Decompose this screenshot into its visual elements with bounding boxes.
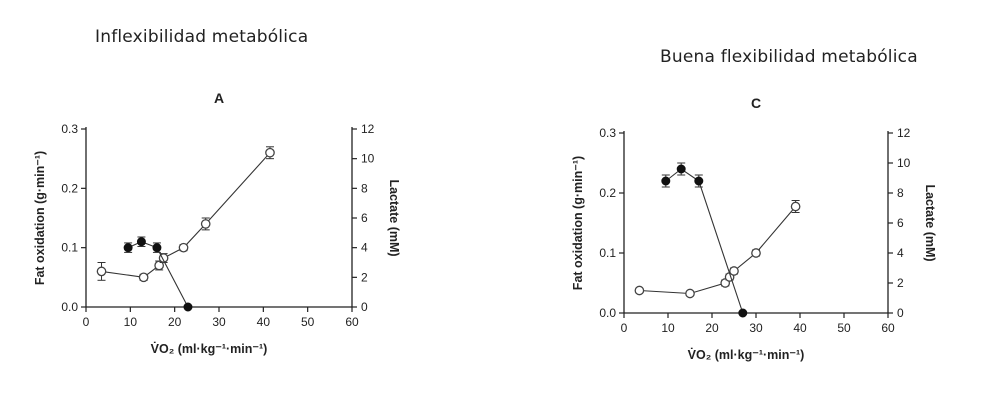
y-axis-label-left: Fat oxidation (g·min⁻¹) bbox=[33, 151, 47, 285]
lactate-point bbox=[634, 285, 645, 296]
y-tick-label-right: 4 bbox=[361, 241, 368, 255]
y-tick-label-left: 0.3 bbox=[599, 126, 616, 140]
lactate-point bbox=[685, 288, 695, 299]
y-tick-label-right: 6 bbox=[897, 216, 904, 230]
fat-oxidation-point bbox=[136, 237, 146, 247]
y-tick-label-right: 0 bbox=[897, 306, 904, 320]
y-tick-label-right: 2 bbox=[361, 270, 368, 284]
x-axis-label: V̇O₂ (ml·kg⁻¹·min⁻¹) bbox=[688, 347, 805, 362]
lactate-point bbox=[178, 242, 189, 253]
x-tick-label: 20 bbox=[705, 321, 719, 335]
y-axis-label-left: Fat oxidation (g·min⁻¹) bbox=[571, 156, 585, 290]
lactate-point bbox=[96, 266, 107, 277]
caption-right: Buena flexibilidad metabólica bbox=[660, 47, 918, 67]
y-tick-label-right: 10 bbox=[361, 152, 375, 166]
x-tick-label: 60 bbox=[881, 321, 895, 335]
y-tick-label-left: 0.2 bbox=[61, 181, 78, 195]
chart-title: C bbox=[751, 95, 761, 111]
fat-oxidation-point bbox=[694, 176, 704, 186]
x-tick-label: 50 bbox=[837, 321, 851, 335]
x-tick-label: 0 bbox=[83, 315, 90, 329]
y-tick-label-right: 8 bbox=[361, 181, 368, 195]
fat-oxidation-line bbox=[127, 241, 189, 308]
y-tick-label-right: 12 bbox=[897, 126, 911, 140]
fat-oxidation-point bbox=[183, 302, 193, 312]
lactate-point bbox=[138, 272, 149, 283]
lactate-point bbox=[751, 248, 761, 258]
y-tick-label-left: 0.2 bbox=[599, 186, 616, 200]
y-tick-label-right: 4 bbox=[897, 246, 904, 260]
fat-oxidation-point bbox=[661, 176, 671, 186]
x-tick-label: 10 bbox=[124, 315, 138, 329]
y-tick-label-right: 10 bbox=[897, 156, 911, 170]
x-tick-label: 50 bbox=[301, 315, 315, 329]
x-tick-label: 20 bbox=[168, 315, 182, 329]
chart-title: A bbox=[214, 90, 224, 106]
x-tick-label: 30 bbox=[212, 315, 226, 329]
x-tick-label: 30 bbox=[749, 321, 763, 335]
y-axis-label-right: Lactate (mM) bbox=[923, 184, 937, 261]
y-tick-label-left: 0.3 bbox=[61, 122, 78, 136]
lactate-point bbox=[729, 266, 739, 276]
x-tick-label: 40 bbox=[793, 321, 807, 335]
lactate-point bbox=[200, 219, 211, 229]
x-tick-label: 40 bbox=[257, 315, 271, 329]
y-tick-label-right: 0 bbox=[361, 300, 368, 314]
fat-oxidation-point bbox=[152, 243, 162, 253]
fat-oxidation-line bbox=[665, 168, 744, 314]
lactate-point bbox=[790, 201, 801, 212]
y-tick-label-right: 12 bbox=[361, 122, 375, 136]
x-tick-label: 10 bbox=[661, 321, 675, 335]
y-tick-label-left: 0.0 bbox=[599, 306, 616, 320]
x-axis-label: V̇O₂ (ml·kg⁻¹·min⁻¹) bbox=[151, 341, 268, 356]
lactate-point bbox=[154, 260, 164, 271]
y-tick-label-left: 0.0 bbox=[61, 300, 78, 314]
y-tick-label-left: 0.1 bbox=[61, 241, 78, 255]
caption-left: Inflexibilidad metabólica bbox=[95, 27, 309, 47]
lactate-line bbox=[639, 206, 797, 295]
y-tick-label-right: 8 bbox=[897, 186, 904, 200]
fat-oxidation-point bbox=[738, 308, 748, 318]
fat-oxidation-point bbox=[123, 243, 133, 253]
y-axis-label-right: Lactate (mM) bbox=[387, 179, 401, 256]
y-tick-label-right: 6 bbox=[361, 211, 368, 225]
lactate-point bbox=[265, 147, 275, 158]
fat-oxidation-point bbox=[676, 164, 686, 174]
x-tick-label: 60 bbox=[345, 315, 359, 329]
y-tick-label-right: 2 bbox=[897, 276, 904, 290]
y-tick-label-left: 0.1 bbox=[599, 246, 616, 260]
x-tick-label: 0 bbox=[621, 321, 628, 335]
